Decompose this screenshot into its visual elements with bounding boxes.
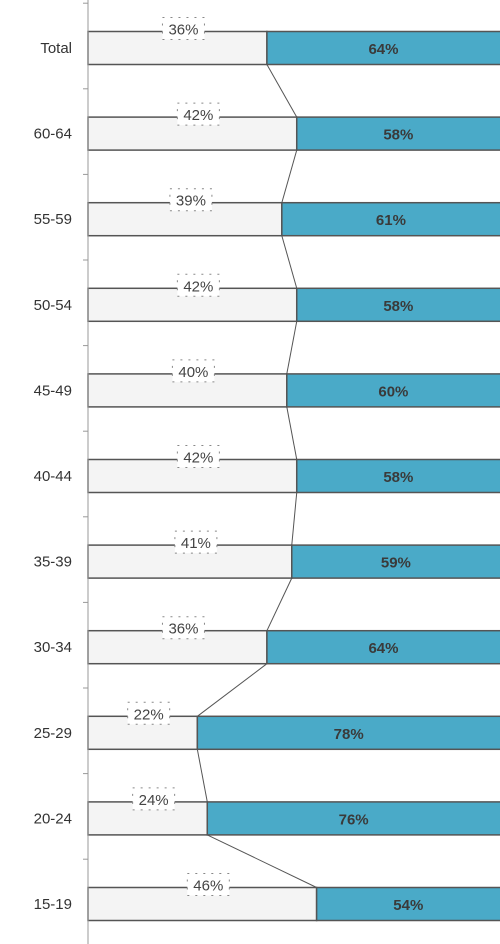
- value-label-box: [176, 273, 220, 297]
- bar-segment-share-right: [196, 715, 500, 751]
- value-label-right: 76%: [339, 811, 369, 828]
- series-line-segment: [266, 64, 298, 118]
- bar-segment-share-right: [266, 629, 500, 665]
- axis-ticks: [83, 2, 88, 860]
- category-label: 55-59: [34, 211, 72, 228]
- category-label: Total: [40, 40, 72, 57]
- value-label-right: 78%: [334, 726, 364, 743]
- series-line-segment: [291, 492, 298, 546]
- bar-segment-share-right: [206, 801, 500, 836]
- labels: Total 36% 64% 60-64 42% 58% 55-59 39% 61% 50-54 42…: [34, 17, 423, 914]
- value-label-left: 24%: [139, 792, 169, 809]
- category-label: 30-34: [34, 639, 72, 656]
- series-line-segment: [266, 577, 293, 631]
- series-line-segment: [207, 834, 317, 888]
- value-label-box: [132, 787, 176, 811]
- series-line-segment: [196, 749, 208, 802]
- value-label-right: 64%: [368, 41, 398, 58]
- value-label-right: 64%: [368, 640, 398, 657]
- value-label-box: [176, 445, 220, 468]
- value-label-right: 58%: [383, 127, 413, 144]
- category-label: 35-39: [34, 554, 72, 571]
- value-label-right: 59%: [381, 555, 411, 572]
- category-label: 15-19: [34, 896, 72, 913]
- value-label-right: 58%: [383, 298, 413, 315]
- bars: [87, 30, 500, 922]
- category-label: 25-29: [34, 725, 72, 742]
- value-label-left: 46%: [193, 878, 223, 895]
- series-line-segment: [281, 149, 298, 203]
- value-label-left: 22%: [134, 706, 164, 723]
- value-label-box: [169, 188, 213, 212]
- value-label-left: 36%: [168, 621, 198, 638]
- value-label-left: 36%: [168, 22, 198, 39]
- bar-segment-share-right: [295, 287, 500, 323]
- category-label: 20-24: [34, 810, 72, 827]
- value-label-left: 40%: [178, 364, 208, 381]
- value-label-right: 60%: [378, 383, 408, 400]
- value-label-right: 61%: [376, 212, 406, 229]
- series-line-segment: [197, 663, 268, 717]
- value-label-right: 58%: [383, 469, 413, 486]
- value-label-left: 39%: [176, 193, 206, 210]
- series-lines: [196, 64, 317, 888]
- value-label-box: [161, 616, 205, 640]
- bar-segment-share-right: [295, 458, 500, 494]
- value-label-box: [161, 17, 205, 40]
- series-line-segment: [281, 235, 298, 289]
- bar-segment-share-right: [291, 544, 500, 579]
- value-label-left: 41%: [181, 535, 211, 552]
- value-label-left: 42%: [183, 278, 213, 295]
- bar-segment-share-right: [295, 116, 500, 151]
- value-label-box: [186, 873, 230, 896]
- category-label: 50-54: [34, 297, 72, 314]
- value-label-box: [174, 530, 218, 554]
- value-label-box: [176, 102, 220, 126]
- series-line-segment: [286, 321, 298, 374]
- value-label-right: 54%: [393, 897, 423, 914]
- bar-segment-share-right: [266, 30, 500, 66]
- category-label: 45-49: [34, 382, 72, 399]
- series-line-segment: [286, 406, 298, 460]
- value-label-box: [127, 701, 171, 725]
- category-label: 60-64: [34, 126, 72, 143]
- value-label-left: 42%: [183, 107, 213, 124]
- value-label-left: 42%: [183, 450, 213, 467]
- bar-segment-share-right: [286, 373, 500, 408]
- category-label: 40-44: [34, 468, 72, 485]
- bar-segment-share-right: [281, 201, 500, 237]
- value-label-box: [171, 359, 215, 383]
- bar-segment-share-right: [315, 886, 500, 922]
